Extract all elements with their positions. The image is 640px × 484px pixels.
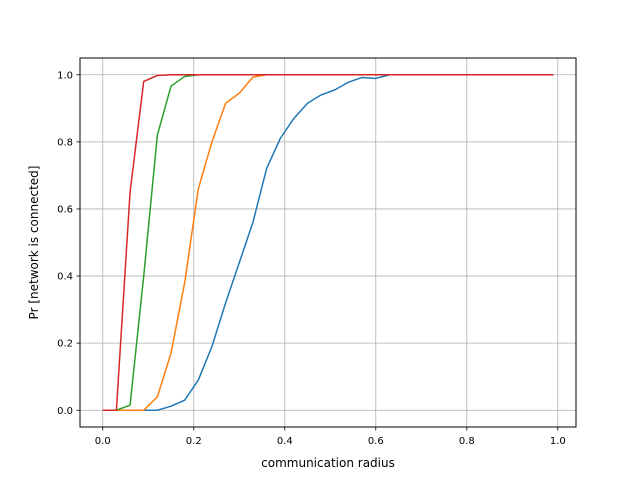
y-tick-label: 0.8 [57, 137, 73, 148]
y-axis-label: Pr [network is connected] [27, 166, 41, 320]
ticks: 0.0 0.2 0.4 0.6 0.8 1.0 0.0 0.2 0.4 0.6 0.8 1.0 [57, 70, 566, 447]
x-tick-label: 1.0 [550, 436, 566, 447]
y-tick-label: 0.4 [57, 272, 73, 283]
y-tick-label: 1.0 [57, 70, 73, 81]
axes-frame [79, 57, 577, 428]
y-tick-label: 0.6 [57, 205, 73, 216]
x-tick-label: 0.2 [186, 436, 202, 447]
x-tick-label: 0.0 [95, 436, 111, 447]
series-lines [102, 74, 554, 411]
x-tick-label: 0.6 [368, 436, 384, 447]
y-tick-label: 0.2 [57, 339, 73, 350]
series-line-4 [102, 74, 554, 411]
x-tick-label: 0.4 [277, 436, 293, 447]
y-tick-label: 0.0 [57, 406, 73, 417]
x-axis-label: communication radius [261, 456, 395, 470]
x-tick-label: 0.8 [459, 436, 475, 447]
